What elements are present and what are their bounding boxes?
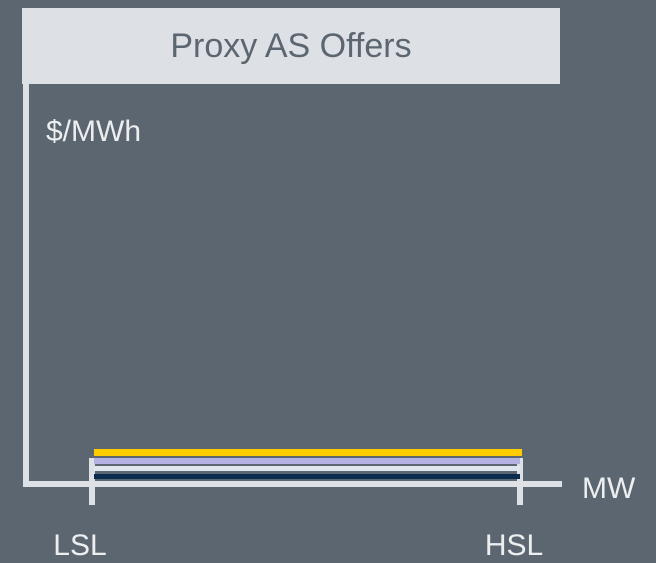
title-box (22, 8, 560, 84)
offer-line (94, 449, 522, 456)
x-tick-label: LSL (53, 529, 106, 562)
offer-line (94, 466, 520, 471)
x-axis-label: MW (582, 472, 636, 505)
title: Proxy AS Offers (170, 27, 411, 65)
offer-line (94, 458, 520, 464)
y-axis-label: $/MWh (46, 115, 141, 148)
x-tick-label: HSL (485, 529, 543, 562)
offer-line (94, 474, 520, 479)
